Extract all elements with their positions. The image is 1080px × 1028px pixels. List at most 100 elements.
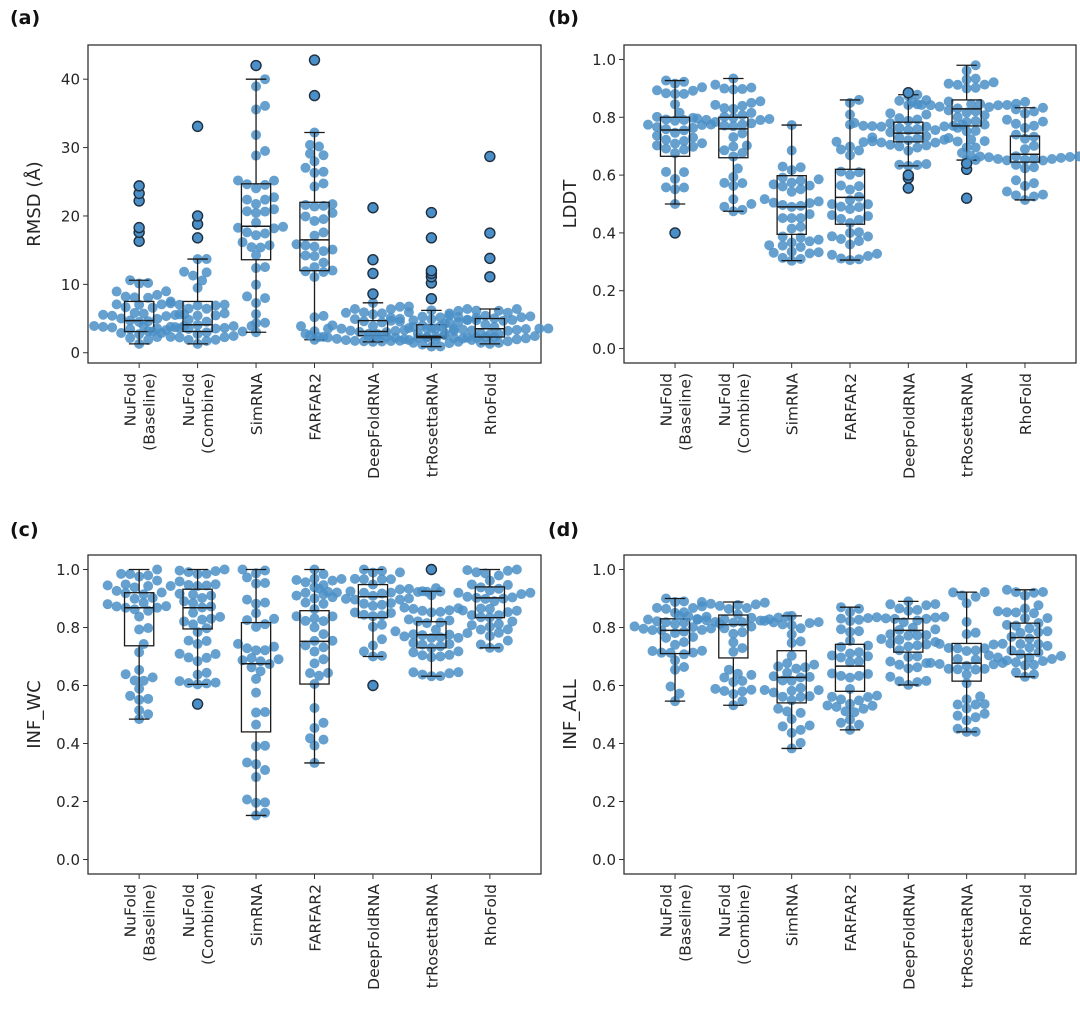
data-point (349, 335, 360, 346)
data-point (358, 598, 369, 609)
box-nufold-baseline (89, 180, 190, 349)
data-point (1033, 638, 1044, 649)
data-point (679, 596, 690, 607)
data-point (943, 105, 954, 116)
data-point (305, 139, 315, 150)
data-point (448, 332, 459, 343)
data-point (827, 691, 837, 702)
data-point (399, 602, 410, 613)
data-point (961, 669, 972, 680)
data-point (134, 611, 145, 622)
data-point (1010, 104, 1021, 115)
iqr-box (474, 586, 506, 619)
data-point (269, 192, 280, 203)
data-point (179, 266, 190, 277)
data-point (462, 314, 473, 325)
data-point (795, 213, 806, 224)
data-point (174, 323, 185, 334)
data-point (952, 654, 963, 665)
data-point (385, 598, 396, 609)
iqr-box (1009, 622, 1041, 656)
data-point (741, 140, 752, 151)
data-point (688, 141, 699, 152)
data-point (764, 114, 775, 125)
data-point (385, 574, 396, 585)
data-point (300, 162, 311, 173)
data-point (854, 670, 864, 681)
outlier-point (133, 180, 145, 192)
data-point (322, 586, 333, 597)
data-point (674, 610, 685, 621)
data-point (863, 668, 873, 679)
data-point (120, 669, 131, 680)
data-point (930, 137, 941, 148)
x-tick-label: SimRNA (248, 884, 266, 947)
data-point (430, 624, 441, 635)
data-point (188, 589, 199, 600)
data-point (652, 130, 663, 141)
data-point (318, 178, 329, 189)
data-point (323, 667, 333, 678)
data-point (970, 699, 981, 710)
data-point (836, 201, 846, 212)
data-point (278, 221, 289, 232)
data-point (480, 319, 491, 330)
data-point (444, 639, 455, 650)
data-point (638, 623, 649, 634)
data-point (327, 199, 338, 210)
data-point (1010, 175, 1021, 186)
data-point (845, 648, 855, 659)
data-point (466, 620, 477, 631)
data-point (970, 645, 981, 656)
data-point (358, 587, 369, 598)
x-tick-label: trRosettaRNA (959, 373, 977, 478)
data-point (98, 309, 109, 320)
data-point (1028, 131, 1039, 142)
data-point (394, 594, 405, 605)
data-point (260, 619, 271, 630)
data-point (309, 251, 320, 262)
data-point (876, 634, 887, 645)
data-point (349, 314, 360, 325)
data-point (912, 159, 923, 170)
outlier-point (367, 254, 379, 266)
data-point (394, 316, 405, 327)
data-point (822, 700, 833, 711)
data-point (484, 603, 495, 614)
data-point (795, 692, 806, 703)
data-point (471, 305, 482, 316)
data-point (854, 254, 864, 265)
data-point (152, 313, 163, 324)
data-point (979, 699, 990, 710)
data-point (376, 619, 387, 630)
data-point (768, 197, 779, 208)
data-point (345, 586, 356, 597)
data-point (318, 717, 329, 728)
data-point (457, 333, 468, 344)
data-point (921, 140, 932, 151)
data-point (435, 651, 446, 662)
data-point (1001, 584, 1012, 595)
x-tick-label: RhoFold (482, 373, 500, 435)
data-point (260, 807, 271, 818)
data-point (723, 604, 734, 615)
data-point (143, 623, 154, 634)
data-point (502, 307, 513, 318)
box-simrna (759, 610, 824, 754)
data-point (381, 332, 392, 343)
data-point (912, 630, 923, 641)
data-point (836, 213, 846, 224)
data-point (916, 99, 927, 110)
data-point (674, 107, 685, 118)
data-point (138, 597, 149, 608)
y-tick-label: 0.8 (56, 619, 80, 637)
data-point (260, 194, 271, 205)
data-point (336, 323, 347, 334)
x-tick-label-line: NuFold (716, 373, 734, 426)
data-point (1028, 669, 1039, 680)
x-tick-label: trRosettaRNA (959, 884, 977, 989)
iqr-box (659, 116, 691, 157)
data-point (161, 601, 172, 612)
data-point (679, 661, 690, 672)
